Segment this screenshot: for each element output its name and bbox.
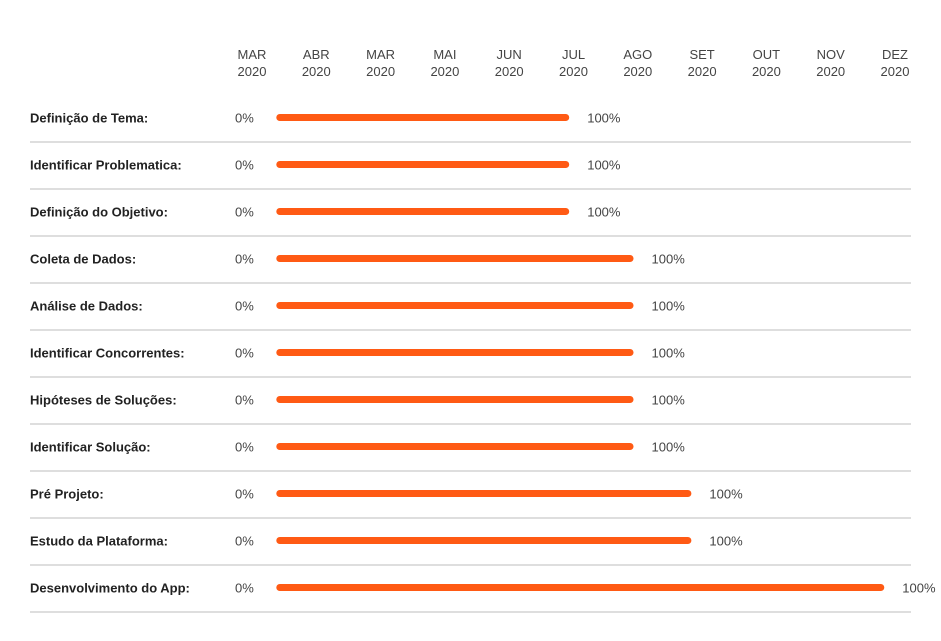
task-name: Estudo da Plataforma: [30, 534, 168, 549]
task-end-label: 100% [587, 205, 621, 220]
task-end-label: 100% [652, 299, 686, 314]
month-year: 2020 [816, 64, 845, 79]
task-start-label: 0% [235, 487, 254, 502]
month-label: DEZ [882, 47, 908, 62]
month-axis: MAR 2020 ABR 2020 MAR 2020 MAI 2020 JUN 2020 JUL 20… [238, 47, 910, 79]
month-label: ABR [303, 47, 330, 62]
task-end-label: 100% [902, 581, 936, 596]
task-name: Definição de Tema: [30, 111, 148, 126]
task-end-label: 100% [587, 158, 621, 173]
month-label: MAR [366, 47, 395, 62]
task-row: Identificar Problematica: 0% 100% [30, 158, 911, 190]
month-label: MAI [433, 47, 456, 62]
month-label: MAR [238, 47, 267, 62]
month-label: JUL [562, 47, 585, 62]
task-name: Desenvolvimento do App: [30, 581, 190, 596]
task-bar [276, 255, 634, 262]
task-row: Identificar Solução: 0% 100% [30, 440, 911, 472]
task-row: Análise de Dados: 0% 100% [30, 299, 911, 331]
task-start-label: 0% [235, 581, 254, 596]
task-end-label: 100% [587, 111, 621, 126]
month-year: 2020 [752, 64, 781, 79]
month-year: 2020 [430, 64, 459, 79]
task-bar [276, 161, 570, 168]
task-bar [276, 396, 634, 403]
month-year: 2020 [688, 64, 717, 79]
task-end-label: 100% [652, 346, 686, 361]
task-name: Identificar Solução: [30, 440, 151, 455]
task-start-label: 0% [235, 393, 254, 408]
task-row: Definição de Tema: 0% 100% [30, 111, 911, 143]
month-year: 2020 [366, 64, 395, 79]
task-bar [276, 490, 692, 497]
month-year: 2020 [302, 64, 331, 79]
task-name: Coleta de Dados: [30, 252, 136, 267]
task-row: Identificar Concorrentes: 0% 100% [30, 346, 911, 378]
task-name: Identificar Concorrentes: [30, 346, 185, 361]
task-name: Hipóteses de Soluções: [30, 393, 177, 408]
task-end-label: 100% [652, 252, 686, 267]
month-label: OUT [753, 47, 781, 62]
task-start-label: 0% [235, 299, 254, 314]
task-start-label: 0% [235, 205, 254, 220]
month-year: 2020 [238, 64, 267, 79]
task-end-label: 100% [709, 487, 743, 502]
task-start-label: 0% [235, 252, 254, 267]
task-row: Estudo da Plataforma: 0% 100% [30, 534, 911, 566]
task-name: Identificar Problematica: [30, 158, 182, 173]
month-year: 2020 [559, 64, 588, 79]
task-bar [276, 584, 885, 591]
task-end-label: 100% [709, 534, 743, 549]
task-end-label: 100% [652, 393, 686, 408]
task-bar [276, 349, 634, 356]
month-year: 2020 [623, 64, 652, 79]
task-row: Pré Projeto: 0% 100% [30, 487, 911, 519]
task-bar [276, 114, 570, 121]
task-row: Hipóteses de Soluções: 0% 100% [30, 393, 911, 425]
month-year: 2020 [495, 64, 524, 79]
task-start-label: 0% [235, 534, 254, 549]
month-label: AGO [623, 47, 652, 62]
month-label: NOV [817, 47, 846, 62]
task-row: Coleta de Dados: 0% 100% [30, 252, 911, 284]
task-row: Desenvolvimento do App: 0% 100% [30, 581, 936, 613]
month-label: JUN [497, 47, 522, 62]
month-label: SET [689, 47, 714, 62]
task-name: Definição do Objetivo: [30, 205, 168, 220]
task-end-label: 100% [652, 440, 686, 455]
task-bar [276, 208, 570, 215]
task-start-label: 0% [235, 440, 254, 455]
task-bar [276, 443, 634, 450]
task-start-label: 0% [235, 158, 254, 173]
task-name: Pré Projeto: [30, 487, 104, 502]
task-bar [276, 302, 634, 309]
task-rows: Definição de Tema: 0% 100%Identificar Prob… [30, 111, 936, 613]
task-name: Análise de Dados: [30, 299, 143, 314]
task-start-label: 0% [235, 346, 254, 361]
task-row: Definição do Objetivo: 0% 100% [30, 205, 911, 237]
month-year: 2020 [881, 64, 910, 79]
task-start-label: 0% [235, 111, 254, 126]
task-bar [276, 537, 692, 544]
